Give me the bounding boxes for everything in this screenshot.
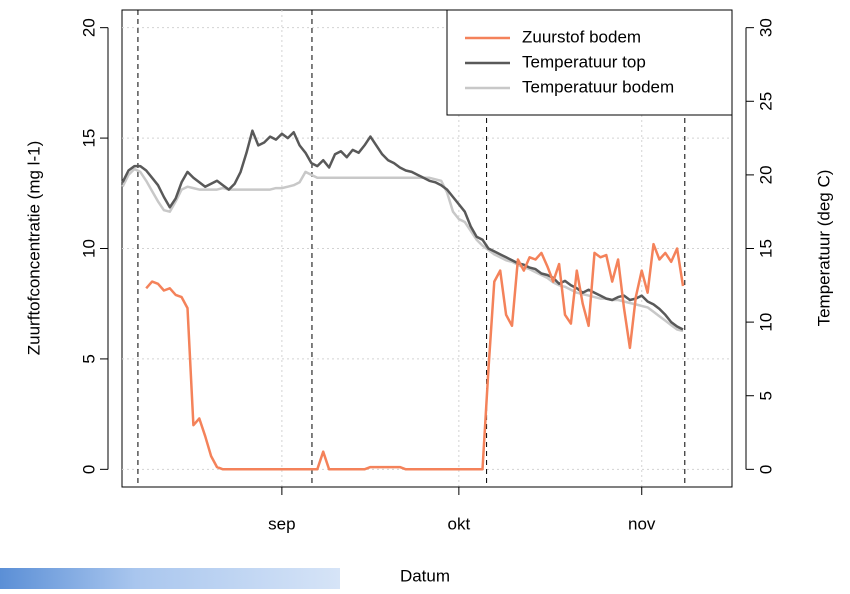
y-tick-label: 5 — [79, 354, 98, 363]
y2-tick-label: 10 — [756, 313, 775, 332]
x-tick-label: sep — [268, 514, 295, 533]
y-axis-label: Zuurftofconcentratie (mg l-1) — [24, 141, 43, 355]
y-tick-label: 0 — [79, 465, 98, 474]
x-tick-label: nov — [628, 514, 656, 533]
legend-label: Temperatuur bodem — [522, 77, 674, 96]
y2-tick-label: 5 — [756, 391, 775, 400]
series-line — [145, 242, 685, 471]
legend-label: Temperatuur top — [522, 52, 646, 71]
x-axis-label: Datum — [400, 566, 450, 585]
y2-axis-label: Temperatuur (deg C) — [814, 170, 833, 327]
y2-tick-label: 20 — [756, 165, 775, 184]
taskbar-fragment — [0, 568, 340, 589]
y2-tick-label: 0 — [756, 465, 775, 474]
series-line — [121, 129, 684, 331]
legend-label: Zuurstof bodem — [522, 27, 641, 46]
series-line — [121, 167, 684, 333]
y2-tick-label: 30 — [756, 18, 775, 37]
y-tick-label: 15 — [79, 129, 98, 148]
y-tick-label: 20 — [79, 18, 98, 37]
y2-tick-label: 25 — [756, 92, 775, 111]
y-tick-label: 10 — [79, 239, 98, 258]
y2-tick-label: 15 — [756, 239, 775, 258]
x-tick-label: okt — [448, 514, 471, 533]
